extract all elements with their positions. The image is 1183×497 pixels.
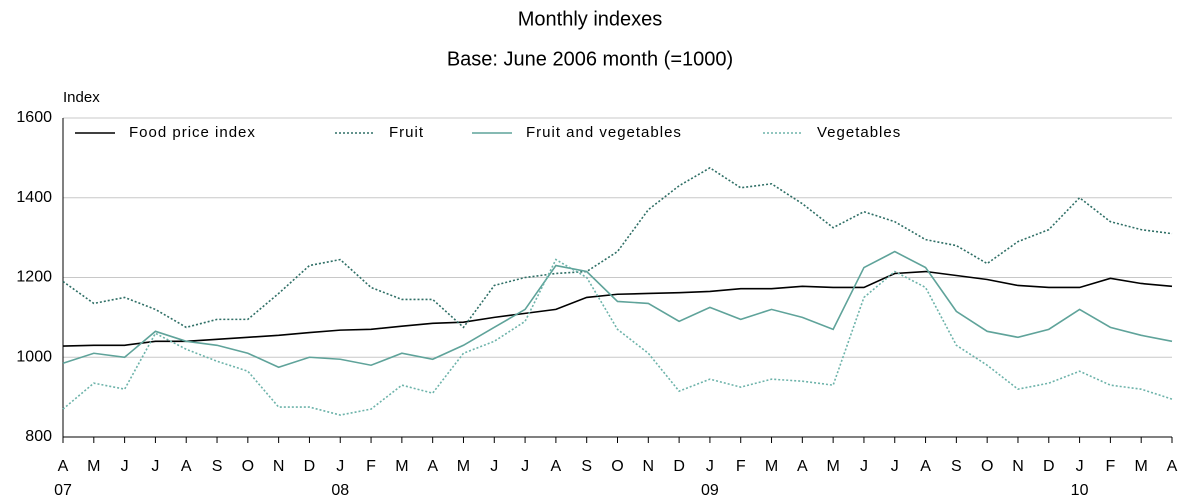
- y-tick-label: 800: [25, 428, 52, 445]
- x-tick-label: A: [427, 458, 438, 475]
- y-axis-label: Index: [63, 89, 100, 106]
- x-tick-label: D: [304, 458, 316, 475]
- x-tick-label: M: [765, 458, 778, 475]
- year-label: 10: [1071, 482, 1089, 497]
- chart-note: Base: June 2006 month (=1000): [447, 48, 733, 70]
- x-tick-label: M: [395, 458, 408, 475]
- x-tick-label: F: [736, 458, 746, 475]
- series-line: [62, 270, 1173, 347]
- legend-label: Food price index: [129, 124, 256, 141]
- x-tick-label: J: [860, 458, 868, 475]
- x-tick-label: O: [981, 458, 993, 475]
- x-tick-label: J: [151, 458, 159, 475]
- x-tick-label: J: [521, 458, 529, 475]
- x-tick-label: F: [1105, 458, 1115, 475]
- x-tick-label: M: [1135, 458, 1148, 475]
- x-tick-label: S: [581, 458, 592, 475]
- legend-label: Fruit: [389, 124, 424, 141]
- x-tick-label: J: [121, 458, 129, 475]
- x-tick-label: J: [891, 458, 899, 475]
- x-tick-label: M: [826, 458, 839, 475]
- x-tick-label: A: [58, 458, 69, 475]
- series-line: [62, 166, 1173, 329]
- x-tick-label: S: [951, 458, 962, 475]
- x-tick-label: S: [212, 458, 223, 475]
- year-label: 09: [701, 482, 719, 497]
- series-line: [62, 250, 1173, 369]
- x-tick-label: N: [1012, 458, 1024, 475]
- y-tick-label: 1600: [16, 109, 52, 126]
- x-tick-label: N: [273, 458, 285, 475]
- x-tick-label: O: [242, 458, 254, 475]
- x-tick-label: D: [673, 458, 685, 475]
- x-tick-label: J: [706, 458, 714, 475]
- x-tick-label: A: [920, 458, 931, 475]
- y-tick-label: 1200: [16, 269, 52, 286]
- y-tick-label: 1400: [16, 189, 52, 206]
- x-tick-label: J: [490, 458, 498, 475]
- x-tick-label: J: [1076, 458, 1084, 475]
- x-tick-label: A: [1167, 458, 1178, 475]
- x-tick-label: M: [457, 458, 470, 475]
- x-tick-label: A: [181, 458, 192, 475]
- year-label: 08: [331, 482, 349, 497]
- series-line: [62, 258, 1173, 416]
- year-label: 07: [54, 482, 72, 497]
- x-tick-label: O: [611, 458, 623, 475]
- x-tick-label: J: [336, 458, 344, 475]
- chart-subtitle: Monthly indexes: [518, 8, 663, 30]
- x-tick-label: N: [643, 458, 655, 475]
- x-tick-label: M: [87, 458, 100, 475]
- legend-label: Fruit and vegetables: [526, 124, 682, 141]
- y-tick-label: 1000: [16, 348, 52, 365]
- x-tick-label: F: [366, 458, 376, 475]
- x-tick-label: D: [1043, 458, 1055, 475]
- x-tick-label: A: [551, 458, 562, 475]
- x-tick-label: A: [797, 458, 808, 475]
- legend-label: Vegetables: [817, 124, 901, 141]
